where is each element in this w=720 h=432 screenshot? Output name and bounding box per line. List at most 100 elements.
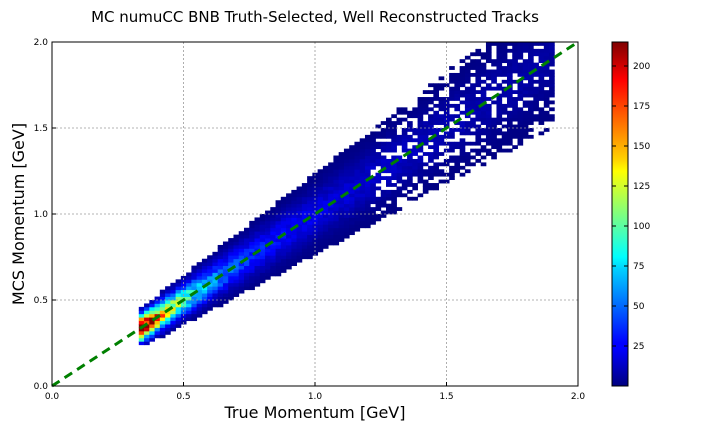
heatmap-cell xyxy=(401,162,408,167)
heatmap-cell xyxy=(286,234,292,239)
heatmap-cell xyxy=(522,69,529,74)
heatmap-cell xyxy=(449,128,455,132)
heatmap-cell xyxy=(485,83,492,88)
heatmap-cell xyxy=(549,76,555,81)
heatmap-cell xyxy=(459,93,466,98)
heatmap-cell xyxy=(386,193,392,198)
heatmap-cell xyxy=(275,255,282,260)
heatmap-cell xyxy=(380,203,387,208)
heatmap-cell xyxy=(422,189,429,194)
heatmap-cell xyxy=(549,69,555,74)
heatmap-cell xyxy=(333,162,340,167)
heatmap-cell xyxy=(343,165,350,170)
heatmap-cell xyxy=(549,107,555,112)
heatmap-cell xyxy=(464,55,471,60)
heatmap-cell xyxy=(391,210,397,215)
heatmap-cell xyxy=(270,234,276,239)
heatmap-cell xyxy=(259,217,266,222)
heatmap-cell xyxy=(522,114,529,119)
heatmap-cell xyxy=(343,227,350,232)
heatmap-cell xyxy=(386,131,392,136)
heatmap-cell xyxy=(322,196,329,201)
heatmap-cell xyxy=(317,244,324,249)
heatmap-cell xyxy=(470,148,476,153)
heatmap-cell xyxy=(317,210,324,215)
heatmap-cell xyxy=(412,196,418,201)
heatmap-cell xyxy=(533,90,539,94)
heatmap-cell xyxy=(259,269,266,273)
heatmap-cell xyxy=(254,262,261,266)
heatmap-cell xyxy=(243,262,250,266)
heatmap-cell xyxy=(506,124,513,129)
heatmap-cell xyxy=(286,244,292,249)
heatmap-cell xyxy=(475,128,482,132)
heatmap-cell xyxy=(265,224,271,229)
heatmap-cell xyxy=(459,141,466,146)
heatmap-cell xyxy=(428,165,434,170)
heatmap-cell xyxy=(443,134,450,139)
heatmap-cell xyxy=(501,90,508,94)
heatmap-cell xyxy=(417,107,424,112)
heatmap-cell xyxy=(228,269,234,273)
heatmap-cell xyxy=(191,313,198,318)
heatmap-cell xyxy=(475,66,482,70)
heatmap-cell xyxy=(475,100,482,105)
heatmap-cell xyxy=(249,258,255,263)
heatmap-cell xyxy=(270,220,276,225)
heatmap-cell xyxy=(464,169,471,174)
heatmap-cell xyxy=(522,76,529,81)
heatmap-cell xyxy=(543,52,550,57)
heatmap-cell xyxy=(154,300,161,304)
heatmap-cell xyxy=(543,45,550,50)
heatmap-cell xyxy=(254,241,261,246)
heatmap-cell xyxy=(491,79,497,84)
heatmap-cell xyxy=(401,158,408,163)
heatmap-cell xyxy=(270,272,276,277)
heatmap-cell xyxy=(512,79,518,84)
heatmap-cell xyxy=(233,255,240,260)
heatmap-cell xyxy=(291,258,297,263)
heatmap-cell xyxy=(249,224,255,229)
heatmap-cell xyxy=(270,269,276,273)
heatmap-cell xyxy=(491,76,497,81)
heatmap-cell xyxy=(528,93,534,98)
heatmap-cell xyxy=(275,272,282,277)
heatmap-cell xyxy=(386,196,392,201)
heatmap-cell xyxy=(333,158,340,163)
heatmap-cell xyxy=(286,200,292,205)
heatmap-cell xyxy=(286,220,292,225)
heatmap-cell xyxy=(201,258,208,263)
heatmap-cell xyxy=(201,279,208,284)
heatmap-cell xyxy=(485,86,492,91)
heatmap-cell xyxy=(322,207,329,211)
heatmap-cell xyxy=(428,183,434,187)
heatmap-cell xyxy=(354,200,361,205)
heatmap-cell xyxy=(296,255,303,260)
heatmap-cell xyxy=(417,148,424,153)
heatmap-cell xyxy=(138,327,145,332)
heatmap-cell xyxy=(501,48,508,53)
heatmap-cell xyxy=(254,282,261,287)
heatmap-cell xyxy=(265,238,271,242)
heatmap-cell xyxy=(459,148,466,153)
heatmap-cell xyxy=(438,76,445,81)
heatmap-cell xyxy=(375,196,382,201)
heatmap-cell xyxy=(380,158,387,163)
heatmap-cell xyxy=(380,131,387,136)
heatmap-cell xyxy=(291,210,297,215)
heatmap-cell xyxy=(238,255,245,260)
heatmap-cell xyxy=(222,262,229,266)
heatmap-cell xyxy=(307,248,313,253)
heatmap-cell xyxy=(512,45,518,50)
heatmap-cell xyxy=(543,97,550,101)
heatmap-cell xyxy=(412,114,418,119)
heatmap-cell xyxy=(354,141,361,146)
heatmap-cell xyxy=(417,121,424,125)
heatmap-cell xyxy=(270,207,276,211)
heatmap-cell xyxy=(201,300,208,304)
heatmap-cell xyxy=(291,203,297,208)
heatmap-cell xyxy=(149,324,155,328)
heatmap-cell xyxy=(328,162,334,167)
x-axis-label: True Momentum [GeV] xyxy=(224,403,406,422)
heatmap-cell xyxy=(433,138,440,143)
